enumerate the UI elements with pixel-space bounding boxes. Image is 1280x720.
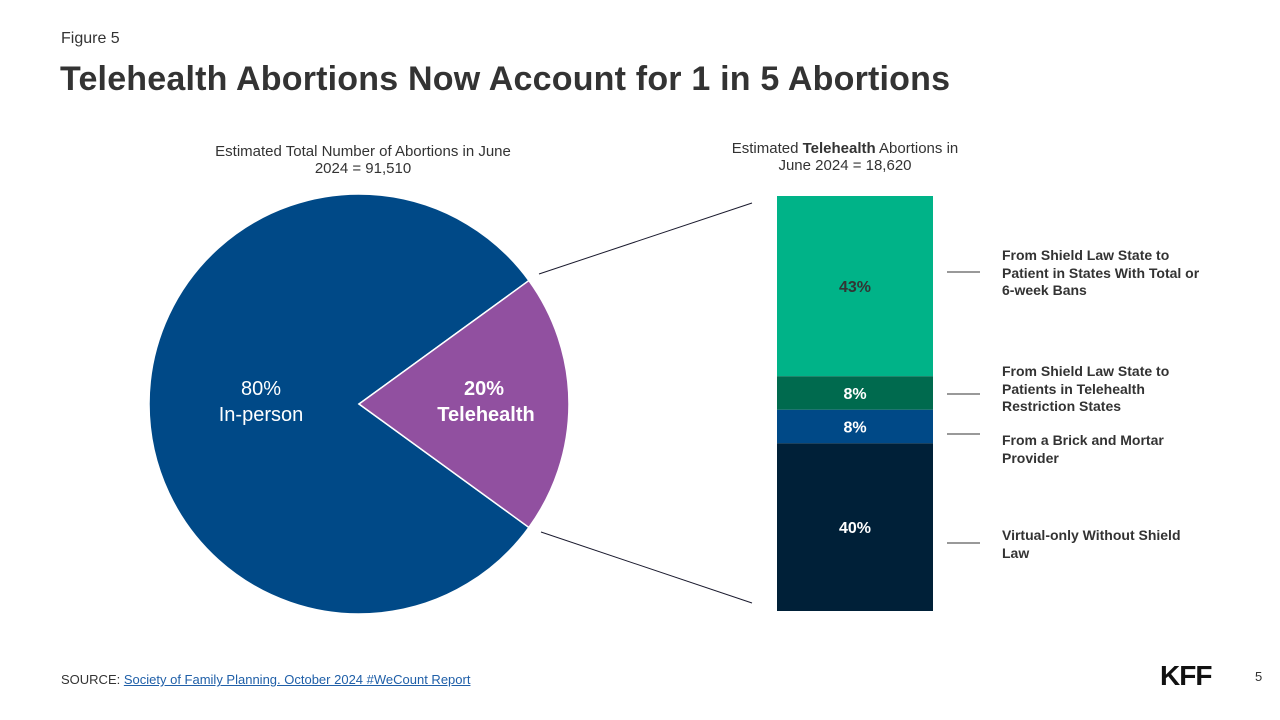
- pie-slice-telehealth: [357, 279, 570, 529]
- source-link[interactable]: Society of Family Planning. October 2024…: [123, 672, 471, 687]
- legend-shield-restriction: From Shield Law State to Patients in Tel…: [1002, 363, 1170, 414]
- bar-subtitle-bold: Telehealth: [802, 140, 876, 157]
- bar-subtitle-line2: June 2024 = 18,620: [778, 157, 912, 174]
- bar-subtitle-suffix: Abortions in: [875, 140, 959, 157]
- bar-subtitle: Estimated Telehealth Abortions in June 2…: [695, 140, 995, 174]
- pie-label-in-person-pct: 80%: [241, 378, 281, 400]
- source-note: SOURCE: Society of Family Planning. Octo…: [61, 672, 470, 687]
- bar-label-virtual-no-shield: 40%: [839, 520, 871, 537]
- source-prefix: SOURCE:: [61, 672, 124, 687]
- pie-label-in-person-name: In-person: [219, 404, 304, 426]
- pie-slice-in-person: [148, 193, 530, 615]
- connector-line-top: [538, 202, 753, 275]
- pie-label-telehealth-pct: 20%: [464, 378, 504, 400]
- bar-label-brick-mortar: 8%: [843, 420, 866, 437]
- pie-label-telehealth-name: Telehealth: [437, 404, 534, 426]
- bar-segment-shield-restriction: [777, 376, 933, 410]
- connector-line-bottom: [540, 531, 753, 604]
- legend-shield-ban: From Shield Law State to Patient in Stat…: [1002, 247, 1200, 298]
- legend-virtual-no-shield: Virtual-only Without Shield Law: [1002, 527, 1181, 561]
- bar-subtitle-prefix: Estimated: [731, 140, 803, 157]
- pie-subtitle: Estimated Total Number of Abortions in J…: [215, 143, 511, 177]
- figure-label: Figure 5: [61, 30, 120, 47]
- legend-brick-mortar: From a Brick and Mortar Provider: [1002, 432, 1164, 466]
- bar-segment-brick-mortar: [777, 409, 933, 444]
- bar-label-shield-ban: 43%: [839, 279, 871, 296]
- chart-title: Telehealth Abortions Now Account for 1 i…: [60, 60, 951, 98]
- bar-segment-shield-ban: [777, 196, 933, 377]
- bar-label-shield-restriction: 8%: [843, 386, 866, 403]
- kff-logo: KFF: [1160, 660, 1212, 691]
- bar-segment-virtual-no-shield: [777, 443, 933, 611]
- page-number: 5: [1255, 669, 1263, 684]
